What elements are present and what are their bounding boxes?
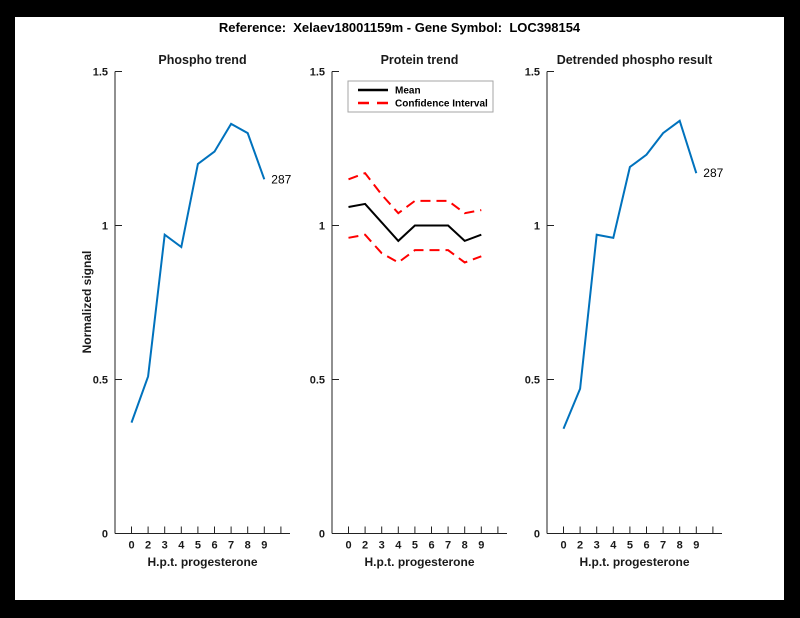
y-tick-label: 1 (534, 221, 540, 233)
x-tick-label: 4 (395, 540, 402, 552)
y-tick-label: 1.5 (525, 67, 540, 79)
x-tick-label: 3 (594, 540, 600, 552)
detrended-phospho-signal-line (562, 119, 698, 430)
x-tick-label: 7 (445, 540, 451, 552)
x-tick-label: 0 (560, 540, 566, 552)
legend-box (347, 80, 494, 113)
x-tick-label: 4 (178, 540, 185, 552)
mean-line (348, 202, 482, 243)
confidence-interval-lower-line (348, 233, 482, 264)
y-tick-label: 0 (102, 529, 108, 541)
x-tick-label: 3 (379, 540, 385, 552)
x-tick-label: 8 (462, 540, 468, 552)
x-axis-label: H.p.t. progesterone (579, 555, 690, 569)
y-tick-label: 1 (319, 221, 325, 233)
x-tick-label: 7 (228, 540, 234, 552)
y-tick-label: 1.5 (93, 67, 108, 79)
legend-entry-label: Mean (395, 86, 421, 97)
x-tick-label: 0 (345, 540, 351, 552)
x-axis-label: H.p.t. progesterone (364, 555, 475, 569)
x-tick-label: 5 (195, 540, 201, 552)
subplot-protein-trend: Protein trend 0 0.5 1 1.5 0 2 3 4 5 6 7 8 9 Mean Confi… (277, 47, 537, 595)
x-tick-label: 7 (660, 540, 666, 552)
figure-title: Reference: Xelaev18001159m - Gene Symbol… (218, 20, 581, 35)
x-tick-label: 0 (128, 540, 134, 552)
phospho-signal-line (130, 122, 266, 423)
x-tick-label: 8 (677, 540, 683, 552)
x-tick-label: 5 (412, 540, 418, 552)
x-axis-label: H.p.t. progesterone (147, 555, 258, 569)
y-tick-label: 0.5 (93, 375, 108, 387)
subplot-title: Detrended phospho result (556, 53, 713, 67)
y-tick-label: 0 (534, 529, 540, 541)
subplot-title: Phospho trend (158, 53, 247, 67)
y-tick-label: 1.5 (310, 67, 325, 79)
x-tick-label: 8 (245, 540, 251, 552)
y-tick-label: 0.5 (310, 375, 325, 387)
x-tick-label: 2 (577, 540, 583, 552)
x-tick-label: 9 (478, 540, 484, 552)
x-tick-label: 6 (428, 540, 434, 552)
subplot-detrended-phospho: Detrended phospho result 0 0.5 1 1.5 0 2 3 4 5 6 7… (492, 47, 752, 595)
y-tick-label: 0.5 (525, 375, 540, 387)
figure-canvas: Reference: Xelaev18001159m - Gene Symbol… (15, 17, 784, 600)
x-tick-label: 5 (627, 540, 633, 552)
y-tick-label: 0 (319, 529, 325, 541)
x-tick-label: 9 (261, 540, 267, 552)
series-end-label: 287 (703, 166, 723, 180)
x-tick-label: 9 (693, 540, 699, 552)
series-end-label: 287 (271, 172, 291, 186)
subplot-title: Protein trend (380, 53, 459, 67)
x-tick-label: 6 (211, 540, 217, 552)
x-tick-label: 2 (145, 540, 151, 552)
x-tick-label: 2 (362, 540, 368, 552)
x-tick-label: 3 (162, 540, 168, 552)
confidence-interval-upper-line (348, 171, 482, 215)
x-tick-label: 4 (610, 540, 617, 552)
x-tick-label: 6 (643, 540, 649, 552)
legend-entry-label: Confidence Interval (395, 99, 488, 110)
subplot-phospho-trend: Phospho trend 0 0.5 1 1.5 0 2 3 4 5 6 7 8 9 287 H.p.t… (60, 47, 320, 595)
y-tick-label: 1 (102, 221, 108, 233)
